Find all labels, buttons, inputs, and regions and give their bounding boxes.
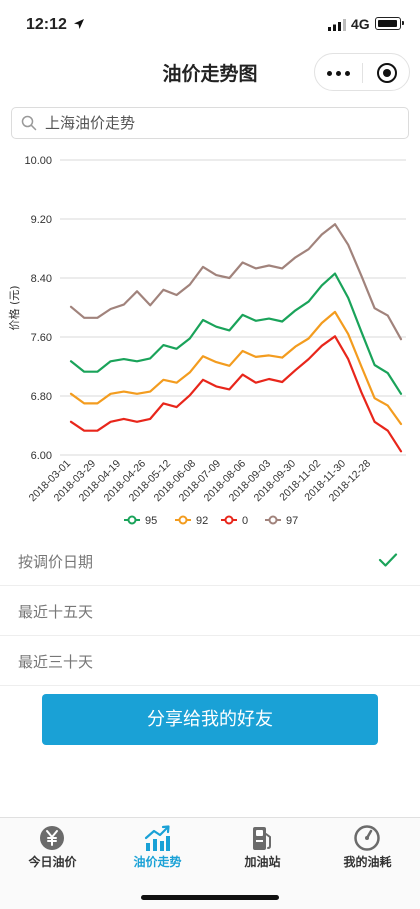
option-by-adjust-date[interactable]: 按调价日期 [0, 536, 420, 586]
option-last-30-days[interactable]: 最近三十天 [0, 636, 420, 686]
legend-swatch-marker [224, 515, 234, 525]
tab-label: 我的油耗 [343, 855, 392, 869]
oil-price-chart: 6.00 6.80 7.60 8.40 9.20 10.00 价格 (元) 2018-03-0… [0, 148, 420, 533]
y-tick-label: 6.80 [31, 391, 52, 403]
nav-bar: 油价走势图 [0, 50, 420, 94]
filter-options: 按调价日期 最近十五天 最近三十天 [0, 536, 420, 686]
option-label: 按调价日期 [18, 553, 94, 571]
gauge-icon [354, 825, 380, 851]
series-line-92 [69, 310, 403, 426]
y-tick-label: 7.60 [31, 332, 52, 344]
location-arrow-icon [74, 19, 84, 29]
more-dots-icon [327, 71, 332, 76]
y-tick-label: 10.00 [24, 155, 52, 167]
series-line-95 [69, 272, 403, 395]
more-dots-icon-dot [336, 71, 341, 76]
y-tick-label: 9.20 [31, 214, 52, 226]
gas-pump-icon [253, 827, 271, 850]
check-icon [378, 553, 398, 567]
signal-icon [328, 19, 346, 31]
tab-today-price[interactable]: 今日油价 [0, 818, 105, 878]
target-dot-icon [383, 69, 391, 77]
option-label: 最近十五天 [18, 603, 94, 621]
target-ring-icon [377, 63, 397, 83]
option-label: 最近三十天 [18, 653, 94, 671]
legend-swatch-marker [127, 515, 137, 525]
tab-bar: 今日油价 油价走势 加油站 我的油耗 [0, 817, 420, 909]
legend-label: 92 [196, 515, 208, 527]
tab-my-fuel[interactable]: 我的油耗 [315, 818, 420, 878]
y-axis-label: 价格 (元) [7, 285, 21, 330]
capsule-divider [362, 63, 363, 83]
series-line-97 [69, 223, 403, 341]
page-title: 油价走势图 [162, 63, 258, 85]
series-line-0 [69, 335, 403, 453]
legend-label: 0 [242, 515, 248, 527]
tab-label: 加油站 [244, 855, 281, 869]
legend-label: 97 [286, 515, 298, 527]
tab-gas-station[interactable]: 加油站 [210, 818, 315, 878]
home-indicator [141, 895, 279, 900]
tab-label: 油价走势 [133, 855, 182, 869]
search-icon [21, 115, 37, 131]
y-tick-label: 6.00 [31, 450, 52, 462]
search-box[interactable] [11, 107, 409, 139]
legend-swatch-marker [178, 515, 188, 525]
y-tick-label: 8.40 [31, 273, 52, 285]
mini-program-capsule [314, 53, 410, 91]
share-button[interactable]: 分享给我的好友 [42, 694, 378, 745]
tab-label: 今日油价 [28, 855, 77, 869]
status-bar: 12:12 4G [0, 0, 420, 50]
more-button[interactable] [315, 54, 362, 92]
option-last-15-days[interactable]: 最近十五天 [0, 586, 420, 636]
battery-icon [375, 17, 404, 30]
yen-coin-icon [40, 826, 64, 850]
status-time: 12:12 [26, 16, 67, 33]
more-dots-icon-dot [345, 71, 350, 76]
close-button[interactable] [363, 54, 410, 92]
search-input[interactable] [45, 112, 395, 134]
tab-price-trend[interactable]: 油价走势 [105, 818, 210, 878]
trend-chart-icon [144, 825, 170, 851]
legend-label: 95 [145, 515, 157, 527]
legend-swatch-marker [268, 515, 278, 525]
network-type: 4G [351, 16, 370, 32]
